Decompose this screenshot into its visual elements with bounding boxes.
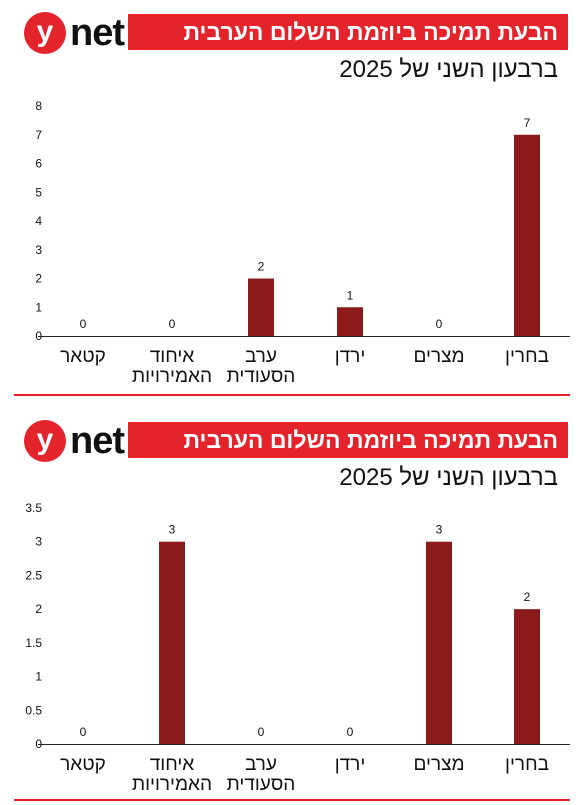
category-label: ירדן bbox=[335, 754, 366, 775]
y-tick-label: 1.5 bbox=[25, 636, 42, 650]
y-tick-label: 2 bbox=[35, 272, 42, 286]
chart-subtitle: ברבעון השני של 2025 bbox=[339, 464, 558, 491]
data-label: 3 bbox=[436, 523, 443, 537]
category-label: איחוד האמירויות bbox=[132, 754, 212, 795]
bar bbox=[514, 134, 540, 336]
category-label: מצרים bbox=[414, 346, 465, 367]
y-tick-label: 7 bbox=[35, 128, 42, 142]
y-tick-label: 1 bbox=[35, 300, 42, 314]
logo-y-letter: y bbox=[24, 12, 66, 54]
category-label: בחרין bbox=[505, 754, 549, 775]
chart-panel-2: y net הבעת תמיכה ביוזמת השלום הערבית ברב… bbox=[0, 408, 580, 805]
y-tick-label: 3.5 bbox=[25, 501, 42, 515]
data-label: 2 bbox=[524, 590, 531, 604]
category-label: מצרים bbox=[414, 754, 465, 775]
bottom-divider bbox=[14, 799, 570, 801]
y-tick-label: 2 bbox=[35, 602, 42, 616]
category-label: ערב הסעודית bbox=[227, 754, 296, 795]
y-tick-label: 2.5 bbox=[25, 568, 42, 582]
bottom-divider bbox=[14, 394, 570, 396]
y-tick-label: 3 bbox=[35, 243, 42, 257]
data-label: 0 bbox=[347, 725, 354, 739]
bar bbox=[426, 541, 452, 744]
ynet-logo: y net bbox=[24, 418, 125, 464]
bar bbox=[159, 541, 185, 744]
ynet-logo: y net bbox=[24, 10, 125, 56]
chart-panel-1: y net הבעת תמיכה ביוזמת השלום הערבית ברב… bbox=[0, 0, 580, 400]
category-label: בחרין bbox=[505, 346, 549, 367]
y-tick-label: 6 bbox=[35, 157, 42, 171]
y-tick-label: 5 bbox=[35, 185, 42, 199]
logo-y-letter: y bbox=[24, 420, 66, 462]
data-label: 0 bbox=[258, 725, 265, 739]
data-label: 0 bbox=[80, 317, 87, 331]
bar bbox=[337, 307, 363, 336]
chart-title: הבעת תמיכה ביוזמת השלום הערבית bbox=[128, 14, 568, 50]
chart-title: הבעת תמיכה ביוזמת השלום הערבית bbox=[128, 422, 568, 458]
data-label: 2 bbox=[258, 260, 265, 274]
category-label: ערב הסעודית bbox=[227, 346, 296, 387]
category-label: קטאר bbox=[60, 346, 106, 367]
data-label: 0 bbox=[80, 725, 87, 739]
y-tick-label: 0.5 bbox=[25, 703, 42, 717]
chart-subtitle: ברבעון השני של 2025 bbox=[339, 56, 558, 83]
data-label: 0 bbox=[169, 317, 176, 331]
logo-net-word: net bbox=[70, 420, 125, 462]
logo-net-word: net bbox=[70, 12, 125, 54]
bar bbox=[514, 609, 540, 744]
category-label: ירדן bbox=[335, 346, 366, 367]
category-label: איחוד האמירויות bbox=[132, 346, 212, 387]
data-label: 0 bbox=[436, 317, 443, 331]
data-label: 3 bbox=[169, 523, 176, 537]
y-tick-label: 8 bbox=[35, 99, 42, 113]
data-label: 1 bbox=[347, 288, 354, 302]
y-tick-label: 4 bbox=[35, 214, 42, 228]
data-label: 7 bbox=[524, 116, 531, 130]
category-label: קטאר bbox=[60, 754, 106, 775]
y-tick-label: 1 bbox=[35, 670, 42, 684]
y-tick-label: 3 bbox=[35, 535, 42, 549]
bar bbox=[248, 278, 274, 336]
